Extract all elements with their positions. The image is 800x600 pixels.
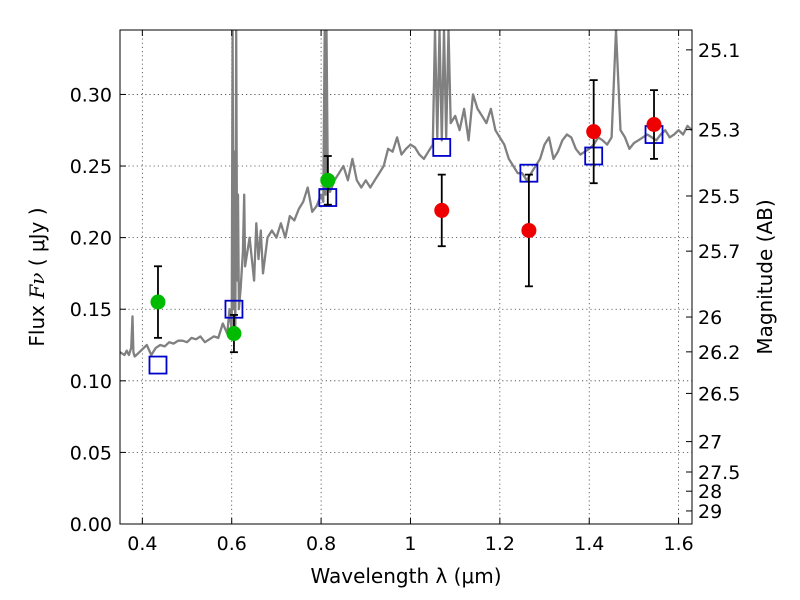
y-axis-title-unit: μJy	[25, 221, 49, 252]
x-tick-label: 1.2	[485, 533, 515, 555]
grid-layer	[120, 30, 692, 525]
spectrum-line	[120, 30, 692, 358]
y2-tick-label: 27	[698, 432, 722, 454]
y-tick-label: 0.05	[70, 442, 112, 464]
y2-tick-label: 26.2	[698, 342, 740, 364]
y2-tick-label: 27.5	[698, 462, 740, 484]
y2-tick-label: 25.5	[698, 186, 740, 208]
y-tick-label: 0.10	[70, 371, 112, 393]
observed-optical-point	[150, 294, 166, 310]
x-tick-label: 1.4	[574, 533, 604, 555]
y-axis-title-prefix: Flux	[25, 299, 49, 347]
y-axis-title: Flux Fν ( μJy )	[25, 207, 49, 346]
y2-tick-label: 25.1	[698, 40, 740, 62]
x-tick-label: 0.6	[217, 533, 247, 555]
y2-tick-label: 25.3	[698, 120, 740, 142]
observed-optical-point	[226, 326, 242, 342]
x-axis-title: Wavelength λ (μm)	[310, 564, 501, 588]
observed-nir-point	[586, 124, 602, 140]
x-tick-label: 0.4	[127, 533, 157, 555]
y2-tick-label: 26.5	[698, 383, 740, 405]
y2-tick-label: 26	[698, 307, 722, 329]
y-tick-label: 0.00	[70, 514, 112, 536]
y-tick-label: 0.15	[70, 299, 112, 321]
observed-nir-point	[521, 222, 537, 238]
y-tick-label: 0.25	[70, 156, 112, 178]
y-axis-title-paren-close: )	[25, 207, 49, 221]
model-photometry-square	[148, 355, 168, 375]
y-axis-title-symbol: Fν	[25, 273, 49, 300]
plot-frame	[119, 29, 693, 525]
observed-nir-point	[434, 202, 450, 218]
observed-optical-point	[320, 172, 336, 188]
y2-axis-title: Magnitude (AB)	[753, 199, 777, 354]
y-tick-label: 0.20	[70, 228, 112, 250]
y2-tick-label: 25.7	[698, 241, 740, 263]
y-tick-label: 0.30	[70, 84, 112, 106]
y-axis-title-paren-open: (	[25, 252, 49, 273]
axis-layer: 0.4 0.6 0.8 1 1.2 1.4 1.6 0.00 0.05 0.10 0.15 0.20 0…	[70, 30, 740, 555]
series-layer	[120, 30, 692, 375]
y2-tick-label: 29	[698, 501, 722, 523]
x-tick-label: 1.6	[663, 533, 693, 555]
y2-tick-label: 28	[698, 481, 722, 503]
x-tick-label: 0.8	[306, 533, 336, 555]
x-tick-label: 1	[404, 533, 416, 555]
model-photometry-square	[432, 138, 452, 157]
observed-nir-point	[646, 117, 662, 133]
